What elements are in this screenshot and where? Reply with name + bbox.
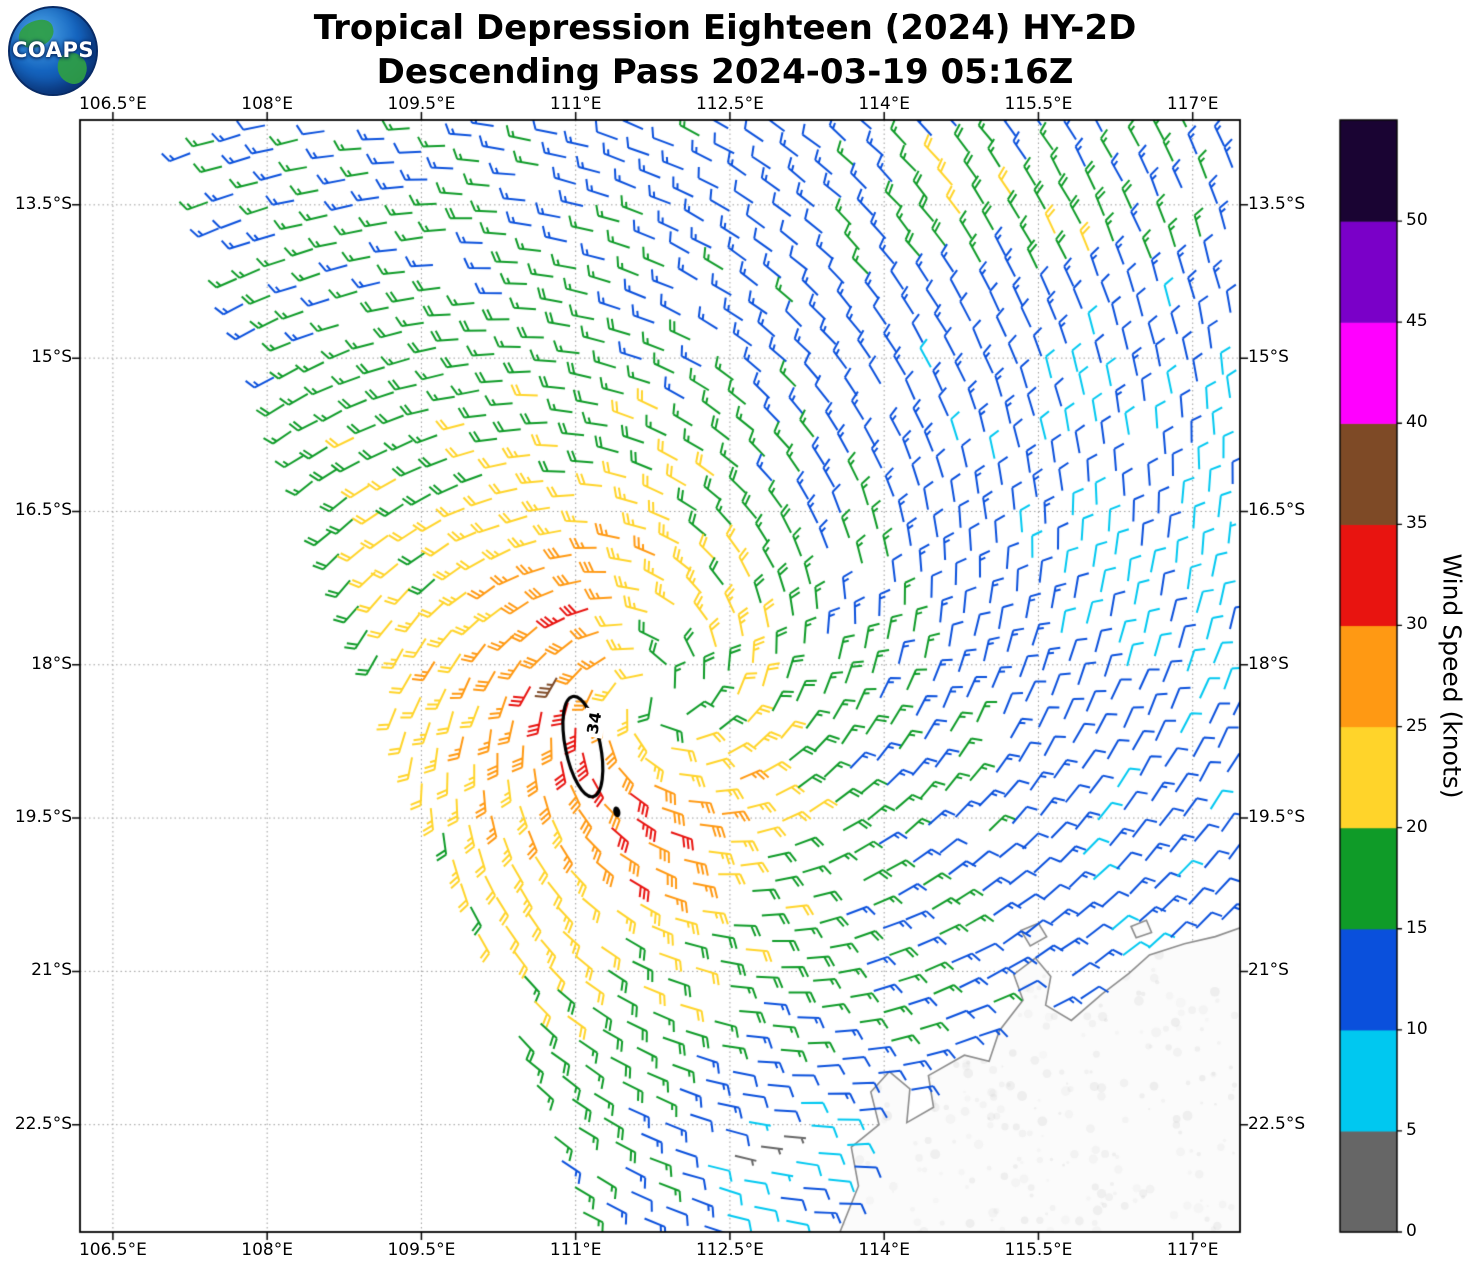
colorbar-tick-label: 50	[1406, 210, 1428, 231]
colorbar-tick-label: 10	[1406, 1018, 1428, 1039]
y-axis-tick-label-right: 19.5°S	[1248, 807, 1306, 828]
y-axis-tick-label-right: 16.5°S	[1248, 500, 1306, 521]
chart-title: Tropical Depression Eighteen (2024) HY-2…	[0, 6, 1450, 94]
y-axis-tick-label-right: 15°S	[1248, 347, 1289, 368]
colorbar-tick-label: 45	[1406, 311, 1428, 332]
colorbar-tick-label: 30	[1406, 614, 1428, 635]
colorbar-tick-label: 5	[1406, 1119, 1417, 1140]
y-axis-tick-label-left: 15°S	[31, 347, 72, 368]
y-axis-tick-label-left: 21°S	[31, 960, 72, 981]
x-axis-tick-label-bottom: 115.5°E	[1004, 1240, 1073, 1260]
colorbar-tick-label: 15	[1406, 917, 1428, 938]
colorbar-tick-label: 35	[1406, 513, 1428, 534]
chart-title-line1: Tropical Depression Eighteen (2024) HY-2…	[313, 8, 1137, 48]
colorbar-tick-label: 0	[1406, 1221, 1417, 1241]
x-axis-tick-label-top: 111°E	[549, 94, 602, 114]
y-axis-tick-label-left: 18°S	[31, 653, 72, 674]
x-axis-tick-label-top: 112.5°E	[695, 94, 764, 114]
colorbar-axis-label: Wind Speed (knots)	[1437, 553, 1467, 799]
x-axis-tick-label-top: 109.5°E	[387, 94, 456, 114]
colorbar-tick-label: 40	[1406, 412, 1428, 433]
y-axis-tick-label-left: 22.5°S	[14, 1113, 72, 1134]
y-axis-tick-label-right: 13.5°S	[1248, 193, 1306, 214]
x-axis-tick-label-top: 108°E	[241, 94, 293, 114]
x-axis-tick-label-bottom: 109.5°E	[387, 1240, 456, 1260]
x-axis-tick-label-top: 114°E	[858, 94, 911, 114]
y-axis-tick-label-right: 22.5°S	[1248, 1113, 1306, 1134]
y-axis-tick-label-right: 21°S	[1248, 960, 1289, 981]
y-axis-tick-label-left: 19.5°S	[14, 807, 72, 828]
y-axis-tick-label-left: 13.5°S	[14, 193, 72, 214]
x-axis-tick-label-top: 117°E	[1166, 94, 1219, 114]
x-axis-tick-label-bottom: 111°E	[549, 1240, 602, 1260]
x-axis-tick-label-bottom: 112.5°E	[695, 1240, 764, 1260]
colorbar-tick-label: 20	[1406, 816, 1428, 837]
x-axis-tick-label-bottom: 117°E	[1166, 1240, 1219, 1260]
x-axis-tick-label-bottom: 106.5°E	[78, 1240, 147, 1260]
coaps-logo-text: COAPS	[12, 38, 94, 62]
y-axis-tick-label-left: 16.5°S	[14, 500, 72, 521]
coaps-logo: COAPS	[8, 6, 98, 96]
y-axis-tick-label-right: 18°S	[1248, 653, 1289, 674]
x-axis-tick-label-bottom: 114°E	[858, 1240, 911, 1260]
colorbar-tick-label: 25	[1406, 715, 1428, 736]
chart-title-line2: Descending Pass 2024-03-19 05:16Z	[376, 52, 1074, 92]
x-axis-tick-label-top: 106.5°E	[78, 94, 147, 114]
x-axis-tick-label-top: 115.5°E	[1004, 94, 1073, 114]
x-axis-tick-label-bottom: 108°E	[241, 1240, 293, 1260]
